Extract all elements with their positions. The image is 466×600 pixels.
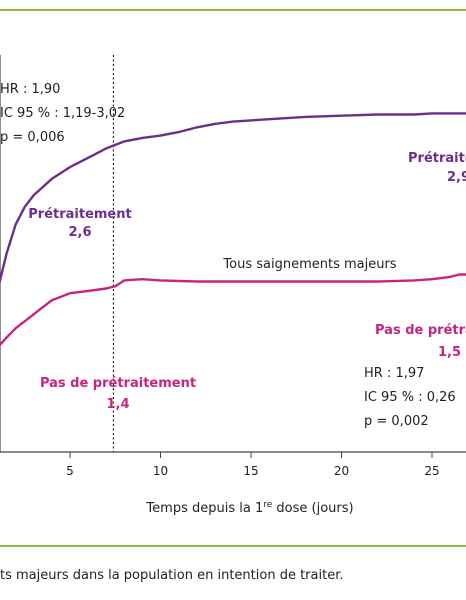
line-chart: 5 10 15 20 25 HR : 1,90 IC 95 % : 1,19-3,02 … <box>0 55 466 516</box>
stats-top-ic: IC 95 % : 1,19-3,02 <box>0 106 125 121</box>
x-tick-label-25: 25 <box>424 464 439 478</box>
x-axis-title-before: Temps depuis la 1 <box>145 501 263 516</box>
value-pas-de-pretraitement-right: 1,5 <box>438 345 461 360</box>
x-axis-title-sup: re <box>263 500 273 510</box>
value-pas-de-pretraitement-left: 1,4 <box>106 397 129 412</box>
chart-center-label: Tous saignements majeurs <box>222 257 396 272</box>
value-pretraitement-left: 2,6 <box>68 225 91 240</box>
x-axis-title: Temps depuis la 1re dose (jours) <box>145 500 353 516</box>
stats-bottom-ic: IC 95 % : 0,26 <box>364 390 456 405</box>
series-line-pas-de-pretraitement <box>0 273 466 347</box>
x-axis-title-after: dose (jours) <box>272 501 353 516</box>
x-tick-label-10: 10 <box>153 464 168 478</box>
label-pas-de-pretraitement-right: Pas de prétrait <box>375 323 466 338</box>
label-pas-de-pretraitement-left: Pas de prétraitement <box>40 376 196 391</box>
x-tick-label-15: 15 <box>243 464 258 478</box>
label-pretraitement-left: Prétraitement <box>28 207 131 222</box>
figure-caption: ts majeurs dans la population en intenti… <box>0 568 344 583</box>
value-pretraitement-right: 2,9 <box>447 170 466 185</box>
stats-top-p: p = 0,006 <box>0 130 65 145</box>
stats-bottom-hr: HR : 1,97 <box>364 366 424 381</box>
x-ticks: 5 10 15 20 25 <box>66 452 440 478</box>
x-tick-label-20: 20 <box>334 464 349 478</box>
label-pretraitement-right: Prétraite <box>408 151 466 166</box>
stats-top-hr: HR : 1,90 <box>0 82 60 97</box>
top-frame-line <box>0 9 466 11</box>
bottom-frame-line <box>0 545 466 547</box>
x-tick-label-5: 5 <box>66 464 74 478</box>
series-line-pretraitement <box>0 112 466 286</box>
stats-bottom-p: p = 0,002 <box>364 414 429 429</box>
